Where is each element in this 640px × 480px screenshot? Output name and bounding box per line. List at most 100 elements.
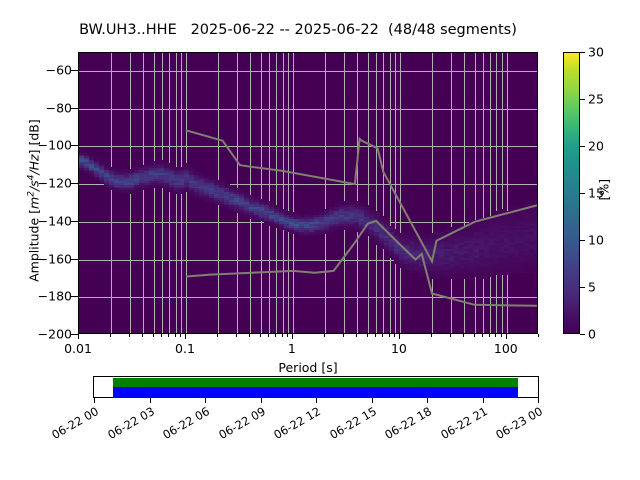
histogram-cell: [439, 231, 445, 234]
histogram-cell: [469, 272, 475, 276]
histogram-cell: [434, 276, 440, 279]
histogram-cell: [259, 204, 265, 208]
histogram-cell: [179, 167, 185, 170]
histogram-cell: [404, 263, 410, 266]
histogram-cell: [339, 208, 345, 212]
histogram-cell: [484, 268, 490, 272]
histogram-cell: [514, 231, 520, 234]
histogram-cell: [344, 221, 350, 225]
histogram-cell: [499, 267, 505, 270]
histogram-cell: [529, 268, 535, 272]
histogram-cell: [534, 265, 537, 268]
histogram-cell: [219, 199, 225, 202]
histogram-cell: [124, 182, 130, 185]
histogram-cell: [189, 180, 195, 183]
histogram-cell: [449, 265, 455, 268]
histogram-cell: [464, 261, 470, 264]
histogram-cell: [434, 236, 440, 240]
histogram-cell: [374, 233, 380, 236]
histogram-cell: [204, 185, 210, 189]
histogram-cell: [119, 174, 125, 178]
histogram-cell: [449, 252, 455, 255]
histogram-cell: [134, 185, 140, 189]
histogram-cell: [364, 231, 370, 234]
histogram-cell: [79, 167, 85, 170]
histogram-cell: [514, 238, 520, 242]
histogram-cell: [249, 195, 255, 198]
histogram-cell: [269, 216, 275, 219]
histogram-cell: [324, 214, 330, 217]
timeline-tick: [205, 398, 206, 403]
histogram-cell: [349, 212, 355, 215]
histogram-cell: [344, 219, 350, 223]
histogram-cell: [524, 250, 530, 253]
histogram-cell: [399, 265, 405, 268]
histogram-cell: [494, 255, 500, 259]
x-axis-tick-minor: [489, 334, 491, 337]
histogram-cell: [244, 191, 250, 195]
histogram-cell: [339, 214, 345, 217]
histogram-cell: [494, 261, 500, 264]
histogram-cell: [274, 223, 280, 227]
histogram-cell: [524, 238, 530, 242]
histogram-cell: [499, 235, 505, 238]
histogram-cell: [149, 172, 155, 176]
histogram-cell: [439, 238, 445, 242]
histogram-cell: [309, 218, 315, 221]
histogram-cell: [434, 250, 440, 253]
histogram-cell: [479, 263, 485, 266]
histogram-cell: [249, 216, 255, 219]
histogram-cell: [214, 195, 220, 198]
histogram-cell: [189, 178, 195, 181]
histogram-cell: [494, 242, 500, 246]
histogram-cell: [494, 227, 500, 230]
gridline-vertical: [153, 53, 155, 333]
histogram-cell: [219, 195, 225, 198]
histogram-cell: [499, 219, 505, 223]
data-coverage-timeline[interactable]: [93, 376, 539, 398]
timeline-tick-label: 06-22 18: [382, 404, 434, 442]
histogram-cell: [169, 187, 175, 191]
histogram-cell: [144, 170, 150, 174]
colorbar-title: [%]: [596, 178, 612, 201]
histogram-cell: [534, 218, 537, 221]
histogram-cell: [454, 267, 460, 270]
histogram-cell: [474, 272, 480, 276]
histogram-cell: [129, 187, 135, 191]
histogram-cell: [349, 202, 355, 206]
histogram-cell: [199, 185, 205, 189]
timeline-tick-label: 06-22 15: [326, 404, 379, 442]
gridline-vertical: [501, 53, 503, 333]
histogram-cell: [444, 244, 450, 247]
histogram-cell: [324, 208, 330, 212]
histogram-cell: [444, 259, 450, 263]
histogram-cell: [529, 255, 535, 259]
histogram-cell: [509, 259, 515, 263]
x-axis-tick-major: [78, 334, 79, 339]
y-axis-tick-label: −100: [37, 137, 72, 153]
histogram-cell: [409, 233, 415, 236]
histogram-cell: [329, 227, 335, 230]
histogram-cell: [264, 216, 270, 219]
histogram-cell: [279, 218, 285, 221]
noise-model-nlnm: [185, 219, 537, 307]
histogram-cell: [489, 259, 495, 263]
histogram-cell: [179, 191, 185, 195]
histogram-cell: [269, 223, 275, 227]
histogram-cell: [169, 172, 175, 176]
histogram-cell: [139, 170, 145, 174]
histogram-cell: [134, 169, 140, 172]
histogram-cell: [469, 240, 475, 244]
histogram-cell: [149, 180, 155, 183]
timeline-tick: [260, 398, 262, 403]
histogram-cell: [249, 206, 255, 210]
histogram-cell: [269, 218, 275, 221]
histogram-cell: [194, 180, 200, 183]
histogram-cell: [419, 267, 425, 270]
histogram-cell: [484, 221, 490, 225]
ppsd-plot-area[interactable]: [78, 52, 538, 334]
histogram-cell: [464, 227, 470, 230]
histogram-cell: [479, 250, 485, 253]
histogram-cell: [394, 246, 400, 249]
histogram-cell: [219, 201, 225, 204]
